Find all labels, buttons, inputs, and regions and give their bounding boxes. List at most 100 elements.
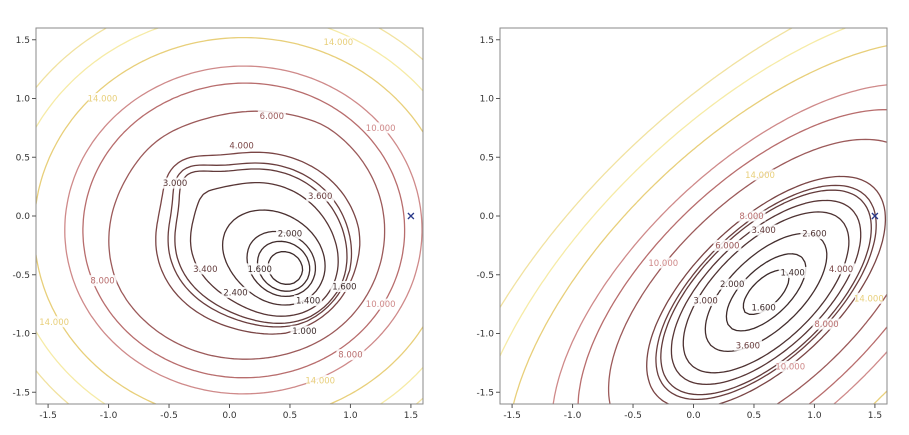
y-tick-label: 1.0	[16, 95, 31, 105]
x-tick-label: 1.5	[404, 411, 418, 421]
contour-label: 3.000	[163, 179, 187, 189]
contour-label-bg	[290, 325, 319, 337]
contour-label-bg	[776, 360, 805, 372]
contour-label-bg	[324, 36, 353, 48]
y-tick-label: -1.0	[12, 330, 30, 340]
y-tick-label: 0.0	[480, 212, 495, 222]
contour-level-1-6	[725, 253, 807, 332]
contour-label: 4.000	[229, 142, 253, 152]
contour-label-bg	[746, 169, 775, 181]
x-tick-label: 0.0	[222, 411, 237, 421]
contour-label: 8.000	[739, 212, 763, 222]
panel-right: 14.000 8.000 6.000 10.000 3.400 2.600 4.000 2.0…	[476, 27, 888, 421]
contour-level-22	[36, 28, 423, 404]
x-tick-label: -0.5	[160, 411, 178, 421]
x-tick-label: -1.5	[39, 411, 57, 421]
x-tick-label: 1.5	[868, 411, 882, 421]
contour-lines-left	[36, 28, 423, 404]
contour-label: 6.000	[260, 112, 284, 122]
contour-level-4	[646, 175, 887, 404]
contour-label: 10.000	[366, 124, 396, 134]
y-tick-label: 1.5	[480, 36, 494, 46]
x-tick-label: 0.5	[283, 411, 297, 421]
contour-label: 2.000	[720, 280, 744, 290]
contour-label-bg	[40, 316, 69, 328]
contour-level-14	[512, 45, 887, 404]
contour-label-bg	[88, 93, 117, 104]
contour-label-bg	[854, 292, 883, 304]
contour-label-bg	[294, 295, 323, 307]
contour-label-bg	[275, 228, 304, 240]
x-tick-label: 1.0	[343, 411, 358, 421]
contour-label: 10.000	[366, 300, 396, 310]
contour-label-bg	[749, 224, 778, 236]
y-tick-label: 1.0	[480, 95, 495, 105]
contour-label-bg	[88, 275, 117, 287]
contour-label: 1.400	[296, 297, 320, 307]
contour-label: 14.000	[39, 318, 69, 328]
x-tick-label: 0.0	[686, 411, 701, 421]
contour-level-22	[500, 28, 793, 309]
y-tick-label: -1.0	[476, 330, 494, 340]
contour-label: 10.000	[775, 362, 805, 372]
contour-level-3-6	[655, 184, 877, 401]
contour-level-8	[82, 82, 406, 379]
contour-label-bg	[800, 228, 829, 240]
contour-label: 8.000	[338, 351, 362, 361]
y-tick-label: -0.5	[12, 271, 30, 281]
contour-level-6	[108, 110, 386, 360]
contour-label: 2.000	[278, 230, 302, 240]
contour-label-bg	[733, 339, 762, 351]
contour-label-bg	[827, 263, 856, 275]
contour-label: 2.400	[223, 288, 247, 298]
x-tick-label: 1.0	[807, 411, 822, 421]
contour-label: 1.000	[292, 327, 316, 337]
x-marker	[871, 212, 879, 220]
y-tick-label: 0.0	[16, 212, 31, 222]
contour-label: 6.000	[715, 241, 739, 251]
contour-label-bg	[737, 210, 766, 222]
contour-level-2	[704, 232, 828, 353]
contour-label: 2.600	[802, 230, 826, 240]
x-tick-label: -1.0	[100, 411, 118, 421]
contour-label: 14.000	[854, 294, 884, 304]
contour-label: 1.400	[780, 268, 804, 278]
contour-label: 1.600	[332, 283, 356, 293]
contour-level-14	[36, 36, 423, 404]
contour-label-bg	[713, 239, 742, 251]
contour-label-bg	[366, 122, 395, 134]
contour-label-bg	[257, 110, 286, 122]
contour-label-bg	[336, 349, 365, 361]
contour-level-10	[64, 65, 423, 395]
panel-left: 14.000 14.000 10.000 6.000 4.000 3.000 3.600 2.…	[12, 27, 424, 421]
contour-label-bg	[718, 278, 747, 290]
contour-label-bg	[366, 298, 395, 310]
x-tick-label: 0.5	[747, 411, 761, 421]
y-tick-label: 1.5	[16, 36, 30, 46]
contour-label: 1.600	[248, 265, 272, 275]
x-marker	[407, 212, 415, 220]
contour-label-bg	[778, 266, 807, 278]
contour-label: 3.600	[736, 341, 760, 351]
contour-label-bg	[161, 177, 190, 189]
x-tick-label: -1.0	[564, 411, 582, 421]
contour-level-4	[155, 151, 361, 335]
y-tick-label: -1.5	[476, 388, 494, 398]
contour-label-bg	[227, 140, 256, 151]
contour-level-8	[577, 109, 887, 404]
contour-label: 3.000	[693, 297, 717, 307]
contour-label: 3.400	[751, 226, 775, 236]
contour-level-10	[552, 84, 887, 404]
contour-label-bg	[812, 318, 841, 330]
contour-label-bg	[330, 281, 359, 292]
contour-label-bg	[649, 257, 678, 269]
contour-lines-right	[500, 28, 887, 404]
contour-label: 10.000	[648, 259, 678, 269]
contour-label-bg	[191, 263, 220, 275]
contour-label-bg	[749, 302, 778, 314]
contour-label: 8.000	[90, 277, 114, 287]
contour-label: 1.600	[751, 304, 775, 314]
contour-label-bg	[306, 190, 335, 202]
contour-label: 14.000	[305, 377, 335, 387]
